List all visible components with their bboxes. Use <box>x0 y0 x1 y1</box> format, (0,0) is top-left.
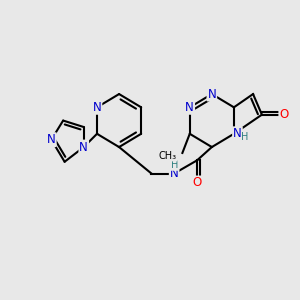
Text: N: N <box>93 101 101 114</box>
Text: O: O <box>193 176 202 190</box>
Text: N: N <box>185 101 194 114</box>
Text: CH₃: CH₃ <box>159 151 177 161</box>
Text: N: N <box>208 88 216 100</box>
Text: O: O <box>279 108 289 121</box>
Text: H: H <box>242 132 249 142</box>
Text: N: N <box>47 133 56 146</box>
Text: N: N <box>80 141 88 154</box>
Text: N: N <box>233 127 242 140</box>
Text: H: H <box>171 160 178 170</box>
Text: N: N <box>170 167 178 180</box>
